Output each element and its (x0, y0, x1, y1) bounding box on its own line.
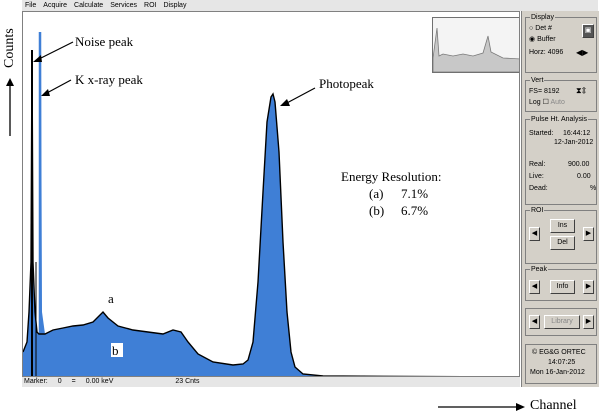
started-label: Started: (529, 130, 554, 137)
peak-next-button[interactable]: ▶ (583, 280, 594, 294)
fs-value: 8192 (544, 88, 560, 95)
photopeak-arrow (280, 87, 316, 106)
menu-file[interactable]: File (25, 2, 37, 9)
y-axis-label: Counts (2, 28, 17, 68)
display-group: Display ○ Det # ◉ Buffer ▣ Horz: 4096 ◀▶ (525, 13, 597, 73)
vert-group: Vert FS= 8192 ⧗⇕ Log ☐ Auto (525, 76, 597, 112)
peak-group: Peak ◀ Info ▶ (525, 265, 597, 301)
pha-group: Pulse Ht. Analysis Started: 16:44:12 12-… (525, 115, 597, 205)
marker-label: Marker: (24, 378, 48, 385)
roi-next-button[interactable]: ▶ (583, 227, 594, 241)
vert-scale-icon[interactable]: ⧗⇕ (576, 86, 587, 95)
peak-prev-button[interactable]: ◀ (529, 280, 540, 294)
started-date: 12-Jan-2012 (554, 139, 594, 146)
peak-info-button[interactable]: Info (550, 280, 575, 294)
resolution-b-label: (b) (369, 203, 385, 218)
det-radio[interactable]: ○ Det # (529, 25, 552, 32)
started-time: 16:44:12 (563, 130, 591, 137)
real-label: Real: (529, 161, 546, 168)
dead-value: % (590, 185, 597, 192)
clock-time: 14:07:25 (548, 359, 576, 366)
resolution-a-value: 7.1% (401, 186, 429, 201)
roi-group: ROI ◀ Ins Del ▶ (525, 206, 597, 264)
buffer-radio[interactable]: ◉ Buffer (529, 36, 556, 43)
spectrum-outline (23, 51, 462, 376)
vert-title: Vert (530, 76, 545, 85)
control-panel: Display ○ Det # ◉ Buffer ▣ Horz: 4096 ◀▶… (521, 11, 599, 387)
live-label: Live: (529, 173, 544, 180)
noise-peak-arrow (33, 41, 74, 62)
menu-calculate[interactable]: Calculate (74, 2, 104, 9)
resolution-a-label: (a) (369, 186, 384, 201)
spectrum-plot[interactable]: Noise peak K x-ray peak Photopeak a b En… (22, 11, 520, 377)
noise-peak-label: Noise peak (75, 34, 134, 49)
roi-prev-button[interactable]: ◀ (529, 227, 540, 241)
menu-services[interactable]: Services (110, 2, 138, 9)
label-b: b (112, 343, 119, 358)
log-label: Log (529, 99, 541, 106)
pha-title: Pulse Ht. Analysis (530, 115, 589, 124)
menu-roi[interactable]: ROI (144, 2, 157, 9)
det-label: Det # (535, 25, 552, 32)
roi-delete-button[interactable]: Del (550, 236, 575, 250)
spectrum-overview[interactable] (432, 17, 519, 73)
brand-label: © EG&G ORTEC (532, 349, 586, 356)
auto-label: Auto (550, 99, 565, 106)
horz-value: 4096 (547, 49, 564, 56)
library-next-button[interactable]: ▶ (583, 315, 594, 329)
clock-group: © EG&G ORTEC 14:07:25 Mon 16-Jan-2012 (525, 344, 597, 384)
status-bar: Marker: 0 = 0.00 keV 23 Cnts (22, 377, 520, 387)
y-axis-arrow (6, 78, 14, 136)
resolution-b-value: 6.7% (401, 203, 429, 218)
display-toggle-icon[interactable]: ▣ (582, 24, 594, 38)
buffer-label: Buffer (537, 36, 556, 43)
log-checkbox[interactable]: Log ☐ Auto (529, 99, 565, 106)
roi-insert-button[interactable]: Ins (550, 219, 575, 233)
library-button[interactable]: Library (544, 315, 580, 329)
x-axis-label: Channel (530, 398, 577, 413)
menu-bar: File Acquire Calculate Services ROI Disp… (22, 0, 598, 11)
kxray-peak-label: K x-ray peak (75, 72, 143, 87)
marker-counts: 23 Cnts (175, 378, 200, 385)
library-group: ◀ Library ▶ (525, 308, 597, 336)
marker-eq: = (71, 378, 76, 385)
display-title: Display (530, 13, 555, 22)
menu-acquire[interactable]: Acquire (43, 2, 68, 9)
x-axis-arrow (438, 403, 525, 411)
peak-title: Peak (530, 265, 548, 274)
live-value: 0.00 (577, 173, 591, 180)
fs-row: FS= 8192 (529, 87, 560, 96)
horz-label: Horz: (529, 49, 546, 56)
energy-resolution-title: Energy Resolution: (341, 169, 442, 184)
horz-shrink-icon[interactable]: ◀▶ (576, 48, 589, 57)
menu-display[interactable]: Display (163, 2, 187, 9)
photopeak-label: Photopeak (319, 76, 374, 91)
clock-date: Mon 16-Jan-2012 (530, 369, 585, 376)
library-prev-button[interactable]: ◀ (529, 315, 540, 329)
label-a: a (108, 291, 114, 306)
horz-row: Horz: 4096 (529, 48, 563, 57)
spectrum-svg (23, 32, 462, 376)
dead-label: Dead: (529, 185, 548, 192)
real-value: 900.00 (568, 161, 590, 168)
fs-label: FS= (529, 88, 543, 95)
label-b-box (111, 343, 123, 357)
marker-energy: 0.00 keV (85, 378, 114, 385)
kxray-peak-arrow (41, 79, 72, 96)
roi-title: ROI (530, 206, 545, 215)
marker-value: 0 (57, 378, 62, 385)
